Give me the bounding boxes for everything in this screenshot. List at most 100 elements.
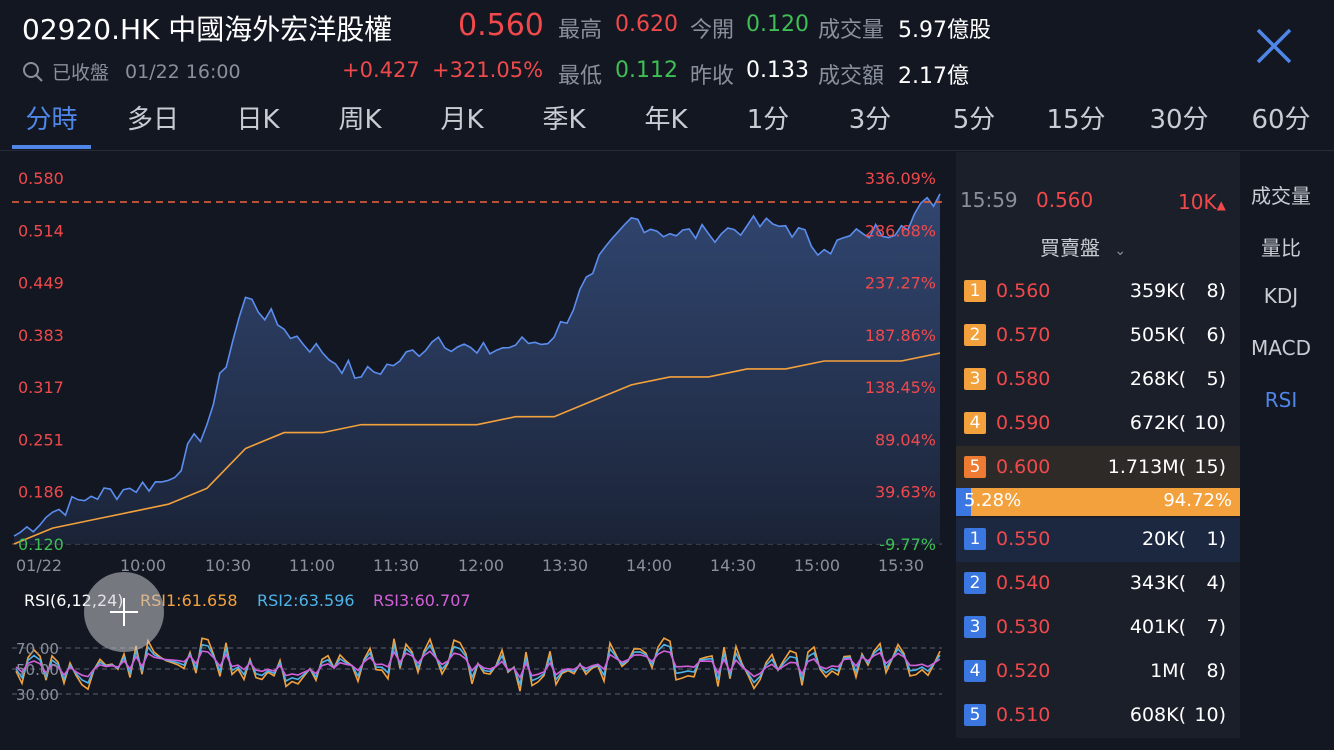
tab-weekly-k[interactable]: 周K	[338, 105, 382, 135]
percent-axis-label: 138.45%	[865, 378, 936, 397]
tab-yearly-k[interactable]: 年K	[644, 105, 688, 135]
ask-row-1[interactable]: 5 0.600 1.713M(15)	[956, 446, 1240, 490]
time-axis-label: 14:30	[710, 556, 756, 575]
level-badge: 4	[964, 412, 986, 434]
bid-ask-dropdown[interactable]: 買賣盤 ⌄	[1039, 236, 1127, 260]
rsi3-line	[15, 650, 941, 680]
average-price-line	[13, 352, 941, 545]
status-text: 已收盤	[52, 62, 110, 84]
percent-axis-label: 336.09%	[865, 169, 936, 188]
tab-5min[interactable]: 5分	[952, 105, 996, 135]
rsi2-value: RSI2:63.596	[257, 591, 355, 610]
time-axis-label: 01/22	[16, 556, 62, 575]
ask-price: 0.600	[996, 456, 1051, 478]
time-axis-label: 12:00	[458, 556, 504, 575]
tab-3min[interactable]: 3分	[848, 105, 892, 135]
price-axis-label: 0.251	[18, 430, 64, 449]
bid-ask-ratio-bar: 5.28% 94.72%	[956, 488, 1240, 516]
level-badge: 5	[964, 456, 986, 478]
bid-quantity: 401K(7)	[1129, 616, 1226, 638]
active-tab-indicator	[12, 145, 91, 149]
percent-axis-label: 237.27%	[865, 274, 936, 293]
last-trade-volume: 10K▲	[1178, 190, 1226, 214]
tab-15min[interactable]: 15分	[1046, 105, 1106, 135]
tab-60min[interactable]: 60分	[1251, 105, 1311, 135]
high-label: 最高	[558, 18, 603, 43]
indicator-rsi[interactable]: RSI	[1264, 388, 1298, 412]
price-area-fill	[14, 193, 940, 545]
ask-price: 0.570	[996, 324, 1051, 346]
tab-quarterly-k[interactable]: 季K	[542, 105, 586, 135]
indicator-macd[interactable]: MACD	[1251, 336, 1311, 360]
divider	[0, 150, 1334, 151]
ask-row-4[interactable]: 2 0.570 505K(6)	[956, 314, 1240, 358]
crosshair-icon	[110, 598, 138, 626]
bid-price: 0.530	[996, 616, 1051, 638]
price-axis-label: 0.383	[18, 326, 64, 345]
tab-multi-day[interactable]: 多日	[126, 105, 179, 135]
last-trade-time: 15:59	[960, 188, 1018, 212]
prev-close-value: 0.133	[746, 58, 809, 83]
price-axis-label: 0.120	[18, 535, 64, 554]
percent-axis-label: 286.68%	[865, 221, 936, 240]
bid-price: 0.550	[996, 528, 1051, 550]
bid-row-5[interactable]: 5 0.510 608K(10)	[956, 694, 1240, 738]
price-axis-label: 0.317	[18, 378, 64, 397]
level-badge: 3	[964, 368, 986, 390]
rsi3-value: RSI3:60.707	[373, 591, 471, 610]
last-trade-price: 0.560	[1036, 188, 1094, 212]
search-icon[interactable]	[22, 61, 44, 83]
bid-price: 0.540	[996, 572, 1051, 594]
ask-row-2[interactable]: 4 0.590 672K(10)	[956, 402, 1240, 446]
ask-quantity: 359K(8)	[1129, 280, 1226, 302]
bid-price: 0.520	[996, 660, 1051, 682]
bid-row-1[interactable]: 1 0.550 20K(1)	[956, 518, 1240, 562]
level-badge: 1	[964, 280, 986, 302]
ask-price: 0.560	[996, 280, 1051, 302]
ask-row-5[interactable]: 1 0.560 359K(8)	[956, 270, 1240, 314]
bid-quantity: 20K(1)	[1141, 528, 1226, 550]
rsi-level-50: 50.00	[16, 661, 59, 679]
ask-row-3[interactable]: 3 0.580 268K(5)	[956, 358, 1240, 402]
bid-ratio: 5.28%	[964, 490, 1022, 511]
ask-quantity: 268K(5)	[1129, 368, 1226, 390]
up-arrow-icon: ▲	[1216, 198, 1226, 212]
turnover-label: 成交額	[818, 64, 885, 89]
level-badge: 5	[964, 704, 986, 726]
price-line	[13, 193, 941, 537]
high-value: 0.620	[615, 12, 678, 37]
tab-intraday[interactable]: 分時	[25, 105, 78, 135]
indicator-kdj[interactable]: KDJ	[1263, 284, 1299, 308]
indicator-volume-ratio[interactable]: 量比	[1261, 236, 1301, 260]
bid-row-3[interactable]: 3 0.530 401K(7)	[956, 606, 1240, 650]
level-badge: 1	[964, 528, 986, 550]
last-trade-row: 15:59 0.560	[960, 188, 1093, 212]
close-button[interactable]	[1252, 24, 1296, 68]
order-book-panel	[956, 152, 1240, 738]
intraday-price-chart[interactable]: 0.580 336.09% 0.514 286.68% 0.449 237.27% 0.38…	[12, 152, 942, 592]
price-change: +0.427	[342, 58, 420, 82]
tab-monthly-k[interactable]: 月K	[440, 105, 484, 135]
volume-value: 5.97億股	[898, 18, 991, 43]
tab-daily-k[interactable]: 日K	[236, 105, 280, 135]
ask-price: 0.590	[996, 412, 1051, 434]
ask-quantity: 672K(10)	[1129, 412, 1226, 434]
turnover-value: 2.17億	[898, 64, 969, 89]
tab-30min[interactable]: 30分	[1149, 105, 1209, 135]
indicator-volume[interactable]: 成交量	[1251, 184, 1311, 208]
low-value: 0.112	[615, 58, 678, 83]
close-icon	[1256, 28, 1292, 64]
time-axis-label: 15:00	[794, 556, 840, 575]
price-axis-label: 0.186	[18, 483, 64, 502]
tab-1min[interactable]: 1分	[746, 105, 790, 135]
time-axis-label: 14:00	[626, 556, 672, 575]
open-value: 0.120	[746, 12, 809, 37]
ask-price: 0.580	[996, 368, 1051, 390]
level-badge: 3	[964, 616, 986, 638]
crosshair-button[interactable]	[84, 572, 164, 652]
period-tabs: 分時 多日 日K 周K 月K 季K 年K 1分 3分 5分 15分 30分 60…	[0, 100, 1334, 148]
bid-row-2[interactable]: 2 0.540 343K(4)	[956, 562, 1240, 606]
price-axis-label: 0.580	[18, 169, 64, 188]
percent-axis-label: 39.63%	[875, 483, 936, 502]
bid-row-4[interactable]: 4 0.520 1M(8)	[956, 650, 1240, 694]
